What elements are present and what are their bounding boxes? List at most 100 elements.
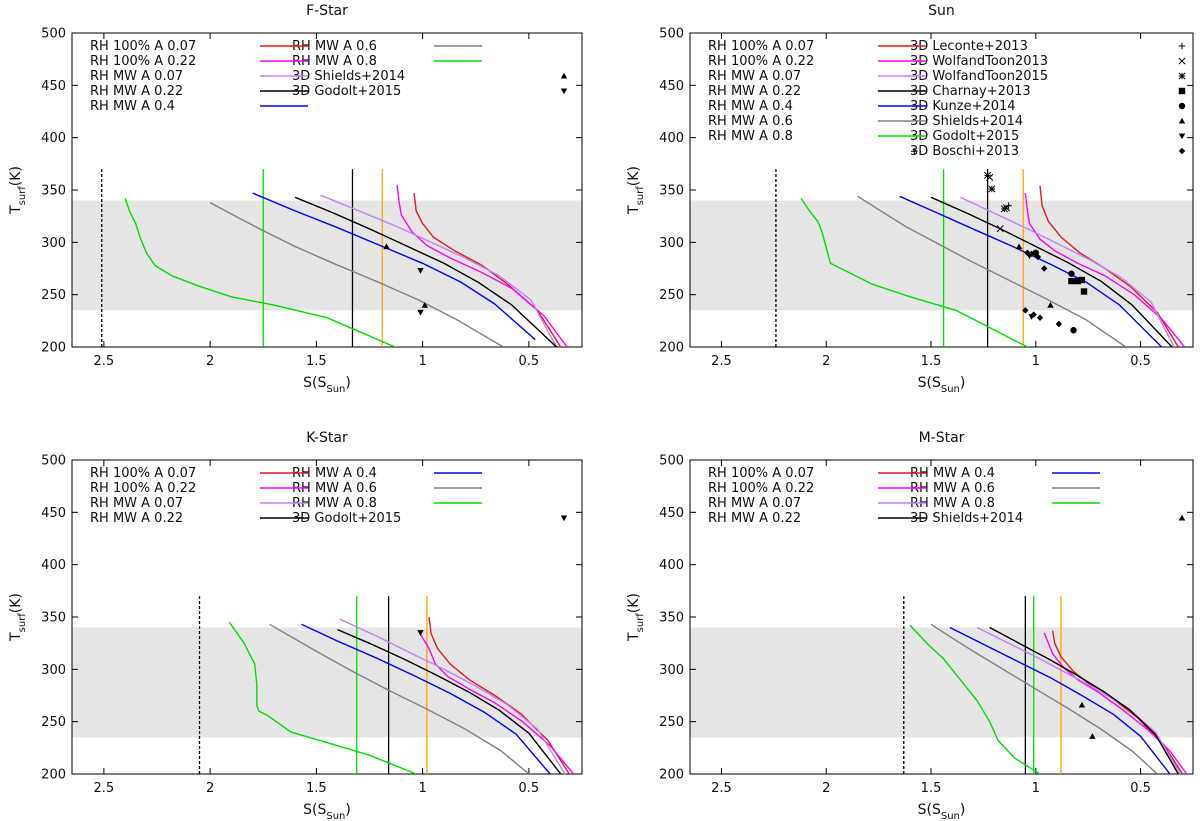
- sun-legend-label-3d-wolfandtoon2015: 3D WolfandToon2015: [910, 69, 1048, 84]
- f-star-legend-label-rh-100-a-0-22: RH 100% A 0.22: [90, 54, 196, 69]
- m-star-series-rh-mw-a-0-8: [909, 624, 1041, 774]
- f-star-ylabel: Tsurf(K): [8, 166, 28, 215]
- k-star-ylabel-main: T: [8, 632, 24, 642]
- sun-legend-sample-3d-boschi-2013: [1178, 147, 1186, 155]
- sun-point-3d-shields-2014: [1015, 243, 1023, 250]
- sun-xlabel-end: ): [960, 375, 965, 391]
- m-star-xtick-label: 0.5: [1130, 781, 1151, 796]
- sun-ytick-label: 450: [659, 79, 684, 94]
- sun-legend-label-rh-mw-a-0-22: RH MW A 0.22: [708, 84, 801, 99]
- f-star-legend-label-rh-mw-a-0-6: RH MW A 0.6: [292, 39, 377, 54]
- m-star-legend-label-rh-mw-a-0-07: RH MW A 0.07: [708, 496, 801, 511]
- sun-habitable-band: [690, 200, 1193, 311]
- k-star-legend-label-3d-godolt-2015: 3D Godolt+2015: [292, 511, 401, 526]
- sun-legend-label-3d-leconte-2013: 3D Leconte+2013: [910, 39, 1028, 54]
- sun-ylabel-end: (K): [626, 166, 642, 186]
- sun-xtick-label: 2.5: [711, 354, 732, 369]
- k-star-legend-label-rh-100-a-0-07: RH 100% A 0.07: [90, 466, 196, 481]
- f-star-series-rh-mw-a-0-8: [124, 198, 396, 347]
- f-star-legend-label-rh-100-a-0-07: RH 100% A 0.07: [90, 39, 196, 54]
- m-star-ytick-label: 200: [659, 768, 684, 783]
- sun-ylabel-main: T: [626, 205, 642, 215]
- k-star-xtick-label: 1.5: [306, 781, 327, 796]
- k-star-ylabel: Tsurf(K): [8, 593, 28, 642]
- k-star-ytick-label: 400: [41, 558, 66, 573]
- f-star-series-rh-mw-a-0-07: [320, 194, 558, 347]
- sun-point-3d-kunze-2014: [1068, 270, 1075, 277]
- f-star-ytick-label: 350: [41, 184, 66, 199]
- k-star-ylabel-sub: surf: [17, 613, 28, 633]
- sun-point-3d-charnay-2013: [1068, 277, 1075, 285]
- sun-series-rh-mw-a-0-07: [960, 196, 1175, 347]
- k-star-ytick-label: 350: [41, 611, 66, 626]
- f-star-legend-label-3d-shields-2014: 3D Shields+2014: [292, 69, 405, 84]
- k-star-legend-label-rh-100-a-0-22: RH 100% A 0.22: [90, 481, 196, 496]
- sun-series-rh-mw-a-0-8: [800, 198, 1028, 347]
- m-star-xlabel-sub: Sun: [941, 811, 960, 821]
- sun-title: Sun: [928, 3, 955, 19]
- f-star-series-rh-mw-a-0-6: [209, 201, 504, 347]
- sun-plot-area: [775, 148, 1186, 347]
- f-star-xlabel: S(SSun): [303, 375, 351, 395]
- sun-point-3d-boschi-2013: [1028, 250, 1035, 258]
- f-star-point-3d-shields-2014: [421, 301, 428, 308]
- f-star-point-3d-godolt-2015: [417, 268, 424, 274]
- m-star-xtick-label: 1.5: [921, 781, 942, 796]
- k-star-xlabel-main: S(S: [303, 802, 326, 818]
- k-star-series-rh-mw-a-0-4: [301, 623, 551, 774]
- sun-point-3d-wolfandtoon2015: [1000, 205, 1008, 213]
- k-star-series-rh-mw-a-0-8: [228, 621, 417, 774]
- panel-m-star: M-Star 200 250 300 350 400 450 500 2.5 2 1.5 1 0.5 S(…: [626, 430, 1194, 821]
- m-star-ytick-label: 300: [659, 663, 684, 678]
- m-star-legend-label-rh-mw-a-0-22: RH MW A 0.22: [708, 511, 801, 526]
- f-star-xlabel-main: S(S: [303, 375, 326, 391]
- f-star-ytick-label: 500: [41, 27, 66, 42]
- m-star-point-3d-shields-2014: [1078, 701, 1086, 708]
- sun-ytick-label: 200: [659, 341, 684, 356]
- m-star-plot-area: [903, 596, 1188, 774]
- sun-point-3d-charnay-2013: [1078, 276, 1086, 284]
- f-star-legend-label-rh-mw-a-0-8: RH MW A 0.8: [292, 54, 377, 69]
- sun-point-3d-leconte-2013: [1005, 202, 1012, 209]
- f-star-title: F-Star: [306, 3, 348, 19]
- m-star-ytick-label: 250: [659, 715, 684, 730]
- m-star-xtick-label: 2: [822, 781, 830, 796]
- panel-f-star: F-Star 200 250 300 350 400 450 500 2.5 2 1.5 1 0.5 S(…: [8, 3, 583, 395]
- sun-legend-label-rh-mw-a-0-8: RH MW A 0.8: [708, 129, 793, 144]
- sun-series-rh-100-a-0-22: [1024, 193, 1186, 347]
- k-star-ytick-label: 200: [41, 768, 66, 783]
- panel-k-star: K-Star 200 250 300 350 400 450 500 2.5 2 1.5 1 0.5 S(…: [8, 430, 583, 821]
- f-star-plot-area: [101, 169, 568, 347]
- sun-legend-label-3d-boschi-2013: 3D Boschi+2013: [910, 144, 1019, 159]
- m-star-habitable-band: [690, 627, 1193, 738]
- m-star-ytick-label: 400: [659, 558, 684, 573]
- m-star-title: M-Star: [919, 430, 965, 446]
- sun-point-3d-boschi-2013: [1030, 311, 1037, 318]
- sun-legend-label-rh-mw-a-0-4: RH MW A 0.4: [708, 99, 793, 114]
- m-star-legend-label-rh-mw-a-0-4: RH MW A 0.4: [910, 466, 995, 481]
- k-star-legend-label-rh-mw-a-0-4: RH MW A 0.4: [292, 466, 377, 481]
- m-star-ylabel-main: T: [626, 632, 642, 642]
- k-star-series-rh-mw-a-0-22: [337, 628, 562, 774]
- m-star-series-rh-mw-a-0-07: [976, 626, 1182, 774]
- sun-ytick-label: 300: [659, 236, 684, 251]
- sun-point-3d-shields-2014: [1047, 301, 1054, 308]
- k-star-ytick-label: 450: [41, 506, 66, 521]
- f-star-legend-label-rh-mw-a-0-4: RH MW A 0.4: [90, 99, 175, 114]
- sun-legend-sample-3d-wolfandtoon2013: [1178, 57, 1186, 65]
- m-star-ylabel-end: (K): [626, 593, 642, 613]
- m-star-legend-label-rh-mw-a-0-6: RH MW A 0.6: [910, 481, 995, 496]
- k-star-xtick-label: 2.5: [94, 781, 115, 796]
- sun-point-3d-kunze-2014: [1070, 327, 1077, 334]
- sun-legend-sample-3d-leconte-2013: [1178, 42, 1186, 50]
- sun-xtick-label: 2: [822, 354, 830, 369]
- k-star-habitable-band: [72, 627, 582, 738]
- k-star-xlabel: S(SSun): [303, 802, 351, 821]
- sun-legend-sample-3d-charnay-2013: [1178, 87, 1186, 95]
- sun-xlabel-main: S(S: [918, 375, 941, 391]
- sun-legend-sample-3d-kunze-2014: [1178, 102, 1186, 110]
- sun-xlabel: S(SSun): [918, 375, 966, 395]
